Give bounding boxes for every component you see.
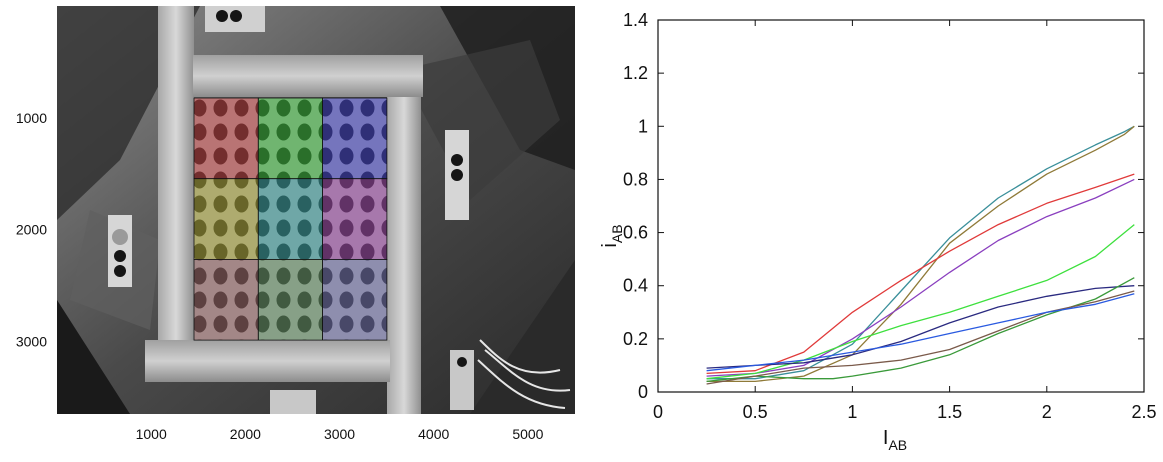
overlay-cell	[322, 97, 388, 180]
y-tick-label: 0.8	[623, 169, 648, 189]
series-line	[706, 224, 1135, 380]
line-chart: 0 0.5 1 1.5 2 2.500.20.40.60.811.21.4 IAB iAB	[599, 10, 1157, 453]
chart-ticks: 0 0.5 1 1.5 2 2.5 0 0.2 0.4 0.6 0.8 1 1.2 1.4	[623, 10, 1157, 422]
photo-panel: 1000 2000 3000 4000 5000 1000 2000 3000	[16, 6, 575, 442]
x-tick-label: 1.5	[937, 402, 962, 422]
x-tick-label: 2.5	[1131, 402, 1156, 422]
series-line	[706, 290, 1135, 385]
overlay-cell	[257, 97, 323, 180]
x-tick-label: 1	[847, 402, 857, 422]
overlay-cell	[322, 178, 388, 260]
y-tick-label: 1	[638, 116, 648, 136]
photo-y-tick-label: 2000	[16, 222, 47, 238]
overlay-cell	[193, 178, 259, 260]
photo-x-tick-label: 2000	[230, 426, 261, 442]
x-axis-label-main: I	[883, 427, 889, 449]
photo-y-axis: 1000 2000 3000	[16, 110, 47, 350]
overlay-cell	[257, 258, 323, 341]
photo-figure: 1000 2000 3000 4000 5000 1000 2000 3000	[16, 6, 575, 442]
y-axis-label-sub: AB	[609, 224, 625, 243]
series-line	[706, 285, 1135, 369]
x-tick-label: 0	[653, 402, 663, 422]
series-line	[706, 178, 1135, 377]
photo-x-tick-label: 3000	[324, 426, 355, 442]
x-tick-label: 0.5	[743, 402, 768, 422]
series-line	[706, 173, 1135, 375]
overlay-cell	[257, 178, 323, 260]
x-axis-label: IAB	[883, 427, 907, 453]
photo-x-tick-label: 1000	[136, 426, 167, 442]
x-axis-label-sub: AB	[888, 437, 907, 453]
photo-x-tick-label: 5000	[512, 426, 543, 442]
photo-image	[57, 6, 575, 414]
y-axis-label: iAB	[599, 224, 625, 247]
photo-x-tick-label: 4000	[418, 426, 449, 442]
y-tick-label: 0.4	[623, 276, 648, 296]
overlay-cell	[193, 97, 259, 180]
y-tick-label: 0.2	[623, 329, 648, 349]
photo-y-tick-label: 1000	[16, 110, 47, 126]
y-tick-label: 1.2	[623, 63, 648, 83]
photo-x-axis: 1000 2000 3000 4000 5000	[136, 426, 544, 442]
series-line	[706, 293, 1135, 372]
x-tick-label: 2	[1042, 402, 1052, 422]
y-tick-label: 1.4	[623, 10, 648, 30]
plot-area	[657, 19, 1145, 393]
chart-series	[706, 125, 1135, 385]
chart-panel: 0 0.5 1 1.5 2 2.5 0 0.2 0.4 0.6 0.8 1 1.2 1.4 IAB iAB	[590, 0, 1163, 457]
series-line	[706, 125, 1135, 380]
overlay-cell	[193, 258, 259, 341]
y-tick-label: 0	[638, 382, 648, 402]
photo-y-tick-label: 3000	[16, 333, 47, 349]
y-tick-label: 0.6	[623, 223, 648, 243]
y-axis-label-main: i	[599, 243, 621, 247]
series-line	[706, 125, 1135, 383]
overlay-cell	[322, 258, 388, 341]
